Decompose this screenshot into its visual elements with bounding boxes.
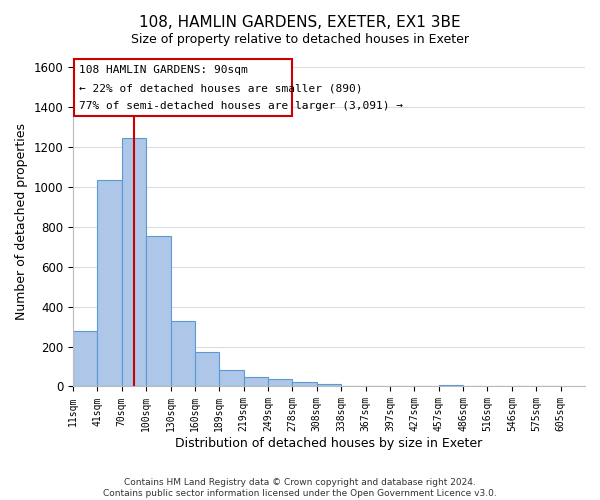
Bar [220, 370, 244, 386]
Bar [97, 180, 122, 386]
Text: ← 22% of detached houses are smaller (890): ← 22% of detached houses are smaller (89… [79, 83, 362, 93]
Text: 108 HAMLIN GARDENS: 90sqm: 108 HAMLIN GARDENS: 90sqm [79, 66, 248, 76]
Bar [292, 382, 317, 386]
Bar [195, 352, 220, 386]
Bar [122, 138, 146, 386]
Bar [268, 379, 292, 386]
Bar [244, 376, 268, 386]
Bar [170, 320, 195, 386]
Bar [317, 384, 341, 386]
Bar [74, 60, 292, 116]
Text: Contains HM Land Registry data © Crown copyright and database right 2024.
Contai: Contains HM Land Registry data © Crown c… [103, 478, 497, 498]
Bar [73, 330, 97, 386]
Bar [146, 236, 170, 386]
Y-axis label: Number of detached properties: Number of detached properties [15, 124, 28, 320]
Text: Size of property relative to detached houses in Exeter: Size of property relative to detached ho… [131, 32, 469, 46]
Text: 108, HAMLIN GARDENS, EXETER, EX1 3BE: 108, HAMLIN GARDENS, EXETER, EX1 3BE [139, 15, 461, 30]
Text: 77% of semi-detached houses are larger (3,091) →: 77% of semi-detached houses are larger (… [79, 100, 403, 110]
X-axis label: Distribution of detached houses by size in Exeter: Distribution of detached houses by size … [175, 437, 482, 450]
